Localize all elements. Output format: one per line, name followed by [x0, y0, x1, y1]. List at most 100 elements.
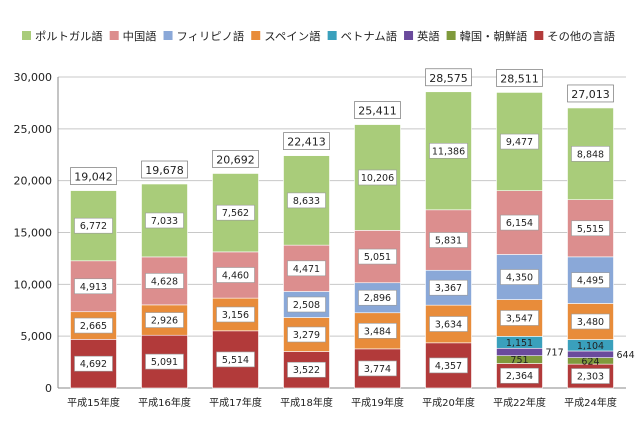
- segment-value-box: [216, 267, 255, 283]
- legend-label: ポルトガル語: [35, 29, 103, 43]
- segment-value-box: [145, 312, 184, 328]
- legend-label: ベトナム語: [341, 29, 397, 43]
- segment-value-label: 3,774: [364, 364, 391, 375]
- legend-swatch: [109, 31, 119, 40]
- segment-value-label: 3,156: [222, 310, 249, 321]
- segment-value-label: 6,772: [80, 221, 107, 232]
- total-value-box: [567, 84, 614, 103]
- segment-value-label: 717: [546, 347, 564, 358]
- segment-value-label: 2,364: [506, 371, 533, 382]
- segment-value-box: [145, 353, 184, 370]
- y-tick-label: 5,000: [21, 330, 53, 343]
- total-value-label: 20,692: [216, 153, 255, 166]
- segment-value-label: 4,495: [577, 276, 604, 287]
- segment-value-box: [145, 212, 184, 229]
- x-axis: 平成15年度 平成16年度 平成17年度 平成18年度 平成19年度 平成20年度 平成22…: [67, 396, 617, 409]
- legend-label: 英語: [417, 29, 440, 43]
- segment-value-label: 3,367: [435, 283, 462, 294]
- total-value-box: [212, 150, 259, 168]
- segment-value-label: 5,051: [364, 252, 391, 263]
- segment-value-box: [358, 289, 397, 306]
- segment-value-box: [216, 306, 255, 323]
- legend-label: 中国語: [123, 29, 157, 43]
- total-value-label: 19,042: [74, 171, 113, 184]
- segment-value-label: 1,151: [506, 338, 533, 349]
- segment-value-label: 3,279: [293, 330, 320, 341]
- segment-value-box: [500, 133, 539, 150]
- segment-value-box: [429, 142, 468, 159]
- x-tick-label: 平成18年度: [280, 396, 333, 409]
- segment-value-label: 10,206: [361, 173, 394, 184]
- segment-value-box: [571, 146, 610, 162]
- legend-swatch: [22, 31, 31, 40]
- legend-swatch: [404, 31, 414, 40]
- segment-value-box: [287, 260, 326, 277]
- x-tick-label: 平成17年度: [209, 396, 262, 409]
- y-tick-label: 20,000: [14, 175, 53, 188]
- x-tick-label: 平成16年度: [138, 396, 191, 409]
- segment-value-box: [571, 313, 610, 330]
- total-value-box: [354, 101, 401, 119]
- segment-value-label: 4,460: [222, 271, 249, 282]
- y-tick-label: 30,000: [14, 71, 53, 84]
- segment-value-box: [74, 217, 113, 234]
- legend-swatch: [251, 31, 261, 40]
- y-tick-label: 15,000: [14, 227, 53, 240]
- segment-value-box: [571, 368, 610, 384]
- segment-value-box: [358, 248, 397, 265]
- total-value-label: 25,411: [358, 105, 397, 118]
- y-axis: 0 5,000 10,000 15,000 20,000 25,000 30,000: [14, 71, 626, 395]
- segment-value-label: 4,471: [293, 264, 320, 275]
- segment-value-label: 4,357: [435, 361, 462, 372]
- total-value-box: [496, 69, 543, 87]
- legend-label: スペイン語: [264, 29, 320, 43]
- segment-value-box: [74, 355, 113, 372]
- segment-value-box: [216, 204, 255, 221]
- segment-value-box: [429, 232, 468, 248]
- segment-value-label: 5,515: [577, 224, 604, 235]
- segment-value-label: 4,913: [80, 282, 107, 293]
- segment-value-box: [429, 357, 468, 374]
- segment-value-box: [571, 220, 610, 237]
- x-tick-label: 平成22年度: [493, 396, 546, 409]
- segment-value-box: [500, 269, 539, 285]
- segment-value-box: [500, 310, 539, 326]
- total-value-box: [425, 68, 472, 87]
- segment-value-label: 4,350: [506, 273, 533, 284]
- segment-value-label: 2,303: [577, 372, 604, 383]
- y-tick-label: 0: [45, 382, 52, 395]
- total-value-label: 28,575: [429, 72, 468, 85]
- segment-value-label: 2,896: [364, 293, 391, 304]
- segment-value-label: 1,104: [577, 341, 604, 352]
- legend-swatch: [163, 31, 173, 40]
- segment-value-label: 11,386: [432, 146, 465, 157]
- total-value-label: 19,678: [145, 164, 184, 177]
- segment-value-box: [287, 326, 326, 343]
- segment-value-box: [358, 323, 397, 339]
- total-value-box: [141, 160, 188, 179]
- bar-segment: [496, 347, 543, 357]
- total-value-box: [283, 132, 330, 151]
- segment-value-label: 4,692: [80, 359, 107, 370]
- legend-swatch: [534, 31, 544, 40]
- total-value-box: [70, 167, 117, 185]
- segment-value-label: 4,628: [151, 276, 178, 287]
- segment-value-label: 2,508: [293, 300, 320, 311]
- x-tick-label: 平成20年度: [422, 396, 475, 409]
- legend-swatch: [446, 31, 456, 40]
- segment-value-label: 2,665: [80, 321, 107, 332]
- bars: 4,692 2,665 4,913 6,772 19,042 5,091 2,926 4,62…: [70, 68, 635, 389]
- total-value-label: 28,511: [500, 72, 539, 85]
- y-tick-label: 25,000: [14, 123, 53, 136]
- segment-value-box: [500, 214, 539, 231]
- segment-value-label: 2,926: [151, 316, 178, 327]
- segment-value-label: 3,484: [364, 326, 391, 337]
- segment-value-box: [74, 317, 113, 334]
- segment-value-box: [287, 192, 326, 209]
- total-value-label: 22,413: [287, 136, 326, 149]
- segment-value-label: 8,633: [293, 196, 320, 207]
- segment-value-label: 6,154: [506, 218, 533, 229]
- total-value-label: 27,013: [571, 88, 610, 101]
- bar-segment: [567, 350, 614, 358]
